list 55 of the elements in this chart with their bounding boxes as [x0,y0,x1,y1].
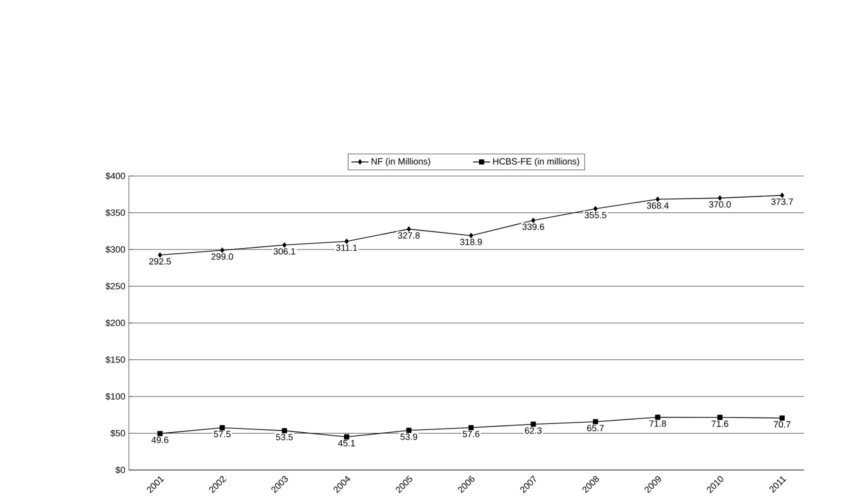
data-label: 57.5 [214,430,231,438]
point [158,252,162,258]
data-label: 311.1 [336,244,358,251]
y-tick-label: $100 [106,392,126,400]
y-tick-label: $250 [106,282,126,290]
point [655,414,660,420]
data-label: 370.0 [709,201,731,208]
legend-label: HCBS-FE (in millions) [493,158,580,166]
y-tick-label: $200 [106,319,126,327]
point [780,415,785,421]
data-label: 70.7 [774,421,790,428]
point [531,218,536,223]
y-tick-label: $400 [106,172,126,180]
data-label: 339.6 [522,224,544,230]
data-label: 62.3 [525,427,542,434]
point [344,434,350,440]
point [282,242,286,248]
data-label: 71.8 [649,420,666,427]
data-label: 299.0 [211,253,234,260]
data-label: 355.5 [584,212,606,218]
point [717,414,723,420]
data-label: 292.5 [149,258,171,265]
data-label: 368.4 [646,202,669,209]
data-label: 71.6 [712,420,728,427]
data-label: 45.1 [338,440,355,446]
point [220,425,225,430]
y-tick-label: $300 [106,246,126,254]
data-label: 306.1 [274,248,296,255]
point [468,425,474,430]
point [530,422,536,427]
data-label: 49.6 [151,436,168,444]
point [220,248,224,253]
data-label: 318.9 [460,238,482,246]
point [718,195,722,201]
data-label: 53.5 [276,434,293,440]
data-label: 373.7 [771,198,793,205]
data-label: 57.6 [462,430,480,438]
y-tick-label: $50 [110,430,126,437]
point [656,196,660,202]
data-label: 327.8 [398,232,420,239]
point [157,430,163,436]
data-label: 65.7 [587,424,604,432]
point [469,233,474,238]
point [592,419,598,424]
y-tick-label: $0 [115,466,126,474]
point [406,428,412,433]
point [406,226,411,232]
point [282,428,288,434]
point [344,238,349,244]
point [593,206,598,212]
point [780,192,784,198]
y-tick-label: $150 [106,356,126,364]
legend-label: NF (in Millions) [372,158,430,166]
data-label: 53.9 [400,434,418,440]
y-tick-label: $350 [106,209,126,216]
